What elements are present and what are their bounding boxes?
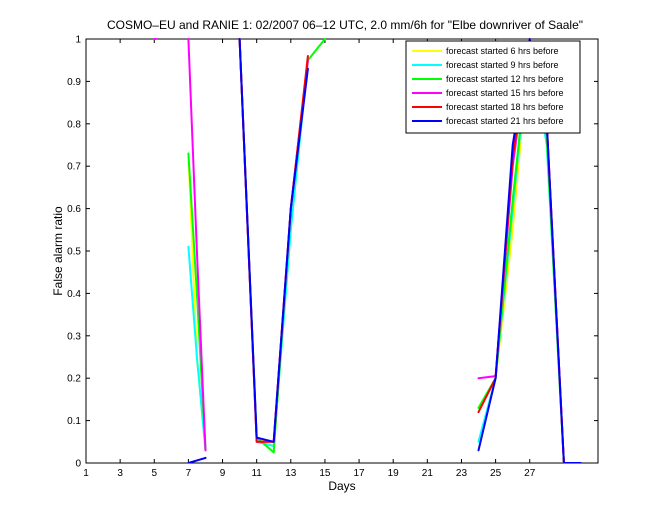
y-tick-label-8: 0.8 (67, 119, 81, 130)
legend-label-4: forecast started 18 hrs before (446, 102, 564, 112)
legend-label-0: forecast started 6 hrs before (446, 46, 559, 56)
x-tick-label-9: 19 (388, 468, 400, 479)
y-tick-label-1: 0.1 (67, 416, 81, 427)
x-tick-label-12: 25 (490, 468, 502, 479)
x-axis-label: Days (328, 479, 355, 493)
series-1-segment-0 (187, 245, 207, 452)
y-tick-label-10: 1 (75, 35, 81, 46)
y-tick-label-5: 0.5 (67, 247, 81, 258)
x-tick-label-5: 11 (251, 468, 262, 479)
x-tick-label-3: 7 (186, 468, 192, 479)
y-tick-label-0: 0 (75, 459, 81, 470)
x-tick-label-10: 21 (422, 468, 434, 479)
x-tick-label-11: 23 (456, 468, 468, 479)
legend-label-2: forecast started 12 hrs before (446, 74, 564, 84)
y-tick-label-9: 0.9 (67, 77, 81, 88)
y-tick-label-6: 0.6 (67, 204, 81, 215)
x-tick-label-7: 15 (319, 468, 331, 479)
y-axis-label: False alarm ratio (51, 206, 65, 296)
legend-box (405, 40, 581, 134)
x-tick-label-6: 13 (285, 468, 297, 479)
y-tick-label-2: 0.2 (67, 374, 81, 385)
axis-ticks: 1 3 5 7 9 11 13 15 17 19 21 23 25 2700.10.20.30.40.50… (67, 35, 598, 479)
series-5-segment-2 (477, 38, 582, 463)
y-tick-label-7: 0.7 (67, 162, 81, 173)
series-5-segment-1 (238, 38, 309, 443)
x-tick-label-8: 17 (354, 468, 366, 479)
x-tick-label-1: 3 (117, 468, 123, 479)
y-tick-label-4: 0.4 (67, 289, 81, 300)
legend-label-5: forecast started 21 hrs before (446, 116, 564, 126)
x-tick-label-0: 1 (83, 468, 89, 479)
legend: forecast started 6 hrs before forecast st… (405, 40, 581, 134)
x-tick-label-13: 27 (524, 468, 536, 479)
legend-label-3: forecast started 15 hrs before (446, 88, 564, 98)
series-3-segment-1 (187, 38, 207, 452)
chart-title: COSMO–EU and RANIE 1: 02/2007 06–12 UTC,… (107, 18, 583, 32)
series-5-segment-0 (187, 456, 207, 463)
x-tick-label-2: 5 (151, 468, 157, 479)
y-tick-label-3: 0.3 (67, 331, 81, 342)
legend-label-1: forecast started 9 hrs before (446, 60, 559, 70)
x-tick-label-4: 9 (220, 468, 226, 479)
